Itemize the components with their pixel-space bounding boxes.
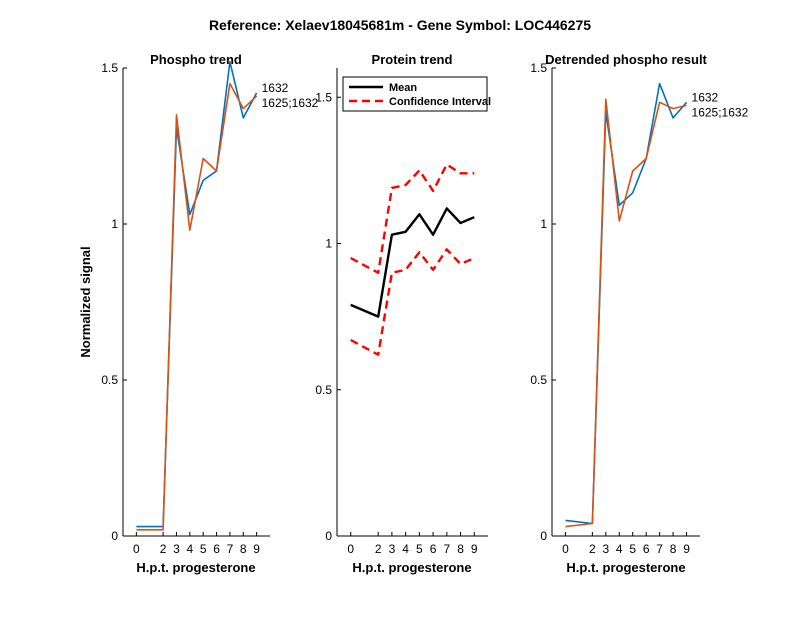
y-tick-label: 1.5	[530, 61, 547, 75]
y-tick-label: 0	[325, 529, 332, 543]
x-tick-label: 6	[643, 542, 650, 556]
x-axis-label: H.p.t. progesterone	[352, 560, 471, 575]
x-tick-label: 2	[375, 542, 382, 556]
y-tick-label: 0	[111, 529, 118, 543]
x-tick-label: 0	[347, 542, 354, 556]
x-tick-label: 8	[457, 542, 464, 556]
legend-box	[342, 76, 488, 112]
legend: Mean Confidence Interval	[342, 76, 491, 112]
x-tick-label: 5	[629, 542, 636, 556]
x-tick-label: 6	[430, 542, 437, 556]
x-tick-label: 0	[133, 542, 140, 556]
y-tick-label: 1	[540, 217, 547, 231]
y-tick-label: 1.5	[315, 90, 332, 104]
x-tick-label: 7	[656, 542, 663, 556]
x-tick-label: 4	[186, 542, 193, 556]
figure-title: Reference: Xelaev18045681m - Gene Symbol…	[209, 17, 591, 33]
x-tick-label: 2	[589, 542, 596, 556]
x-tick-label: 7	[227, 542, 234, 556]
series-line-series-2	[565, 98, 687, 528]
subplot-detrended: 0 0.5 1 1.5 0 2 3 4 5 6 7 8 9 Detrended phospho resul…	[530, 52, 748, 575]
x-tick-label: 5	[200, 542, 207, 556]
x-tick-label: 8	[240, 542, 247, 556]
subplot-protein: 0 0.5 1 1.5 0 2 3 4 5 6 7 8 9 Protein trend H.p.t. pro…	[315, 52, 491, 575]
y-tick-label: 0.5	[315, 383, 332, 397]
y-axis-label: Normalized signal	[78, 246, 93, 357]
x-tick-label: 9	[253, 542, 260, 556]
subplot-phospho: 0 0.5 1 1.5 0 2 3 4 5 6 7 8 9 Phospho trend H.p.t. pro…	[78, 52, 319, 575]
series-end-label: 1625;1632	[692, 105, 749, 119]
x-tick-label: 3	[389, 542, 396, 556]
subplot-title: Protein trend	[372, 52, 453, 67]
x-axis-label: H.p.t. progesterone	[136, 560, 255, 575]
subplot-title: Detrended phospho result	[545, 52, 707, 67]
y-tick-label: 1	[111, 217, 118, 231]
series-end-label: 1632	[692, 90, 719, 104]
y-tick-label: 1.5	[101, 61, 118, 75]
x-tick-label: 5	[416, 542, 423, 556]
x-tick-label: 9	[683, 542, 690, 556]
x-tick-label: 0	[562, 542, 569, 556]
series-line-series-2	[136, 82, 258, 531]
x-tick-label: 4	[402, 542, 409, 556]
y-tick-label: 0.5	[101, 373, 118, 387]
legend-entry: Confidence Interval	[389, 96, 491, 108]
x-tick-label: 7	[443, 542, 450, 556]
x-tick-label: 8	[670, 542, 677, 556]
subplot-title: Phospho trend	[150, 52, 242, 67]
y-tick-label: 0	[540, 529, 547, 543]
x-tick-label: 3	[173, 542, 180, 556]
y-tick-label: 1	[325, 237, 332, 251]
series-end-label: 1625;1632	[262, 96, 319, 110]
series-line-mean	[350, 207, 475, 318]
series-end-label: 1632	[262, 81, 289, 95]
series-line-confidence-interval	[350, 163, 475, 274]
legend-entry: Mean	[389, 82, 417, 94]
x-tick-label: 3	[602, 542, 609, 556]
x-tick-label: 9	[471, 542, 478, 556]
series-line-series-3	[350, 248, 475, 356]
x-tick-label: 6	[213, 542, 220, 556]
x-axis-label: H.p.t. progesterone	[566, 560, 685, 575]
x-tick-label: 2	[160, 542, 167, 556]
y-tick-label: 0.5	[530, 373, 547, 387]
x-tick-label: 4	[616, 542, 623, 556]
